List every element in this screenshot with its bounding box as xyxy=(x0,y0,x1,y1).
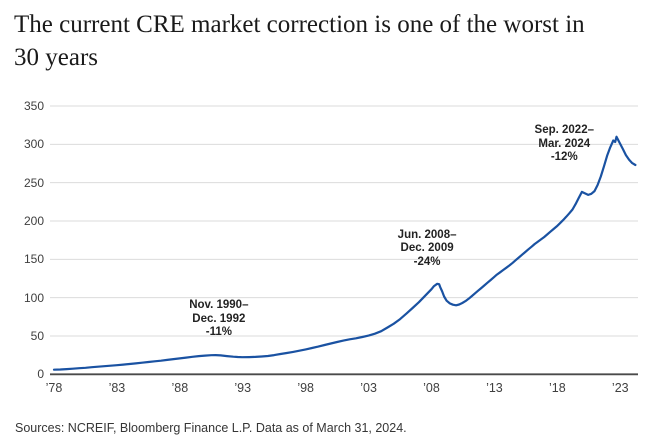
correction-annotation: Sep. 2022– Mar. 2024 -12% xyxy=(535,124,594,165)
source-note: Sources: NCREIF, Bloomberg Finance L.P. … xyxy=(15,421,407,435)
annotation-line: Sep. 2022– xyxy=(534,124,594,137)
chart-title: The current CRE market correction is one… xyxy=(14,11,585,71)
correction-annotation: Nov. 1990– Dec. 1992 -11% xyxy=(189,299,248,340)
y-axis-tick-label: 350 xyxy=(23,99,44,113)
annotation-line: -11% xyxy=(205,326,232,339)
cre-index-line xyxy=(52,135,637,371)
y-axis-tick-label: 300 xyxy=(23,137,44,152)
y-axis-tick-label: 0 xyxy=(37,367,44,382)
annotation-line: Dec. 2009 xyxy=(400,242,454,255)
annotation-line: Jun. 2008– xyxy=(397,228,457,241)
annotation-line: Dec. 1992 xyxy=(192,312,246,325)
y-axis-tick-label: 100 xyxy=(23,290,44,305)
annotation-line: -24% xyxy=(413,255,441,268)
x-axis-tick-label: ’78 xyxy=(45,381,63,395)
gridlines xyxy=(50,105,638,376)
x-axis-tick-label: ’23 xyxy=(611,381,629,395)
x-axis-tick-label: ’88 xyxy=(171,381,189,395)
x-axis-tick-label: ’08 xyxy=(423,381,440,395)
y-axis-tick-label: 200 xyxy=(23,213,44,228)
x-axis-tick-label: ’83 xyxy=(108,381,126,395)
x-axis-tick-label: ’13 xyxy=(486,381,503,395)
x-axis-tick-label: ’03 xyxy=(360,381,377,395)
y-axis-tick-label: 50 xyxy=(30,328,44,343)
x-axis-tick-label: ’98 xyxy=(297,381,315,395)
annotation-line: Mar. 2024 xyxy=(538,137,591,150)
y-axis-tick-label: 250 xyxy=(23,175,44,190)
annotation-line: -12% xyxy=(550,151,578,164)
annotation-line: Nov. 1990– xyxy=(189,299,249,312)
x-axis-tick-label: ’18 xyxy=(549,381,566,395)
y-axis-tick-label: 150 xyxy=(23,252,44,267)
x-axis-tick-label: ’93 xyxy=(234,381,252,395)
correction-annotation: Jun. 2008– Dec. 2009 -24% xyxy=(398,229,457,270)
